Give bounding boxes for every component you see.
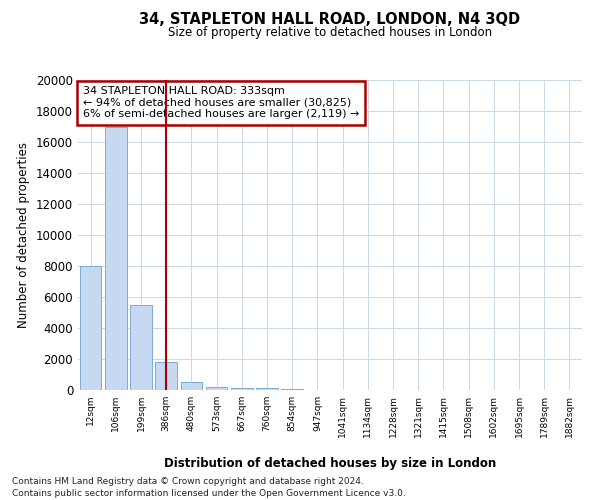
Text: Size of property relative to detached houses in London: Size of property relative to detached ho… [168, 26, 492, 39]
Bar [231, 388, 253, 390]
Bar [181, 382, 202, 390]
Text: 34, STAPLETON HALL ROAD, LONDON, N4 3QD: 34, STAPLETON HALL ROAD, LONDON, N4 3QD [139, 12, 521, 28]
Text: Distribution of detached houses by size in London: Distribution of detached houses by size … [164, 458, 496, 470]
Bar [80, 266, 101, 390]
Bar [130, 304, 152, 390]
Bar [206, 386, 227, 390]
Text: 34 STAPLETON HALL ROAD: 333sqm
← 94% of detached houses are smaller (30,825)
6% : 34 STAPLETON HALL ROAD: 333sqm ← 94% of … [83, 86, 359, 120]
Text: Contains public sector information licensed under the Open Government Licence v3: Contains public sector information licen… [12, 489, 406, 498]
Bar [105, 126, 127, 390]
Text: Contains HM Land Registry data © Crown copyright and database right 2024.: Contains HM Land Registry data © Crown c… [12, 478, 364, 486]
Bar [281, 389, 303, 390]
Y-axis label: Number of detached properties: Number of detached properties [17, 142, 31, 328]
Bar [155, 362, 177, 390]
Bar [256, 388, 278, 390]
